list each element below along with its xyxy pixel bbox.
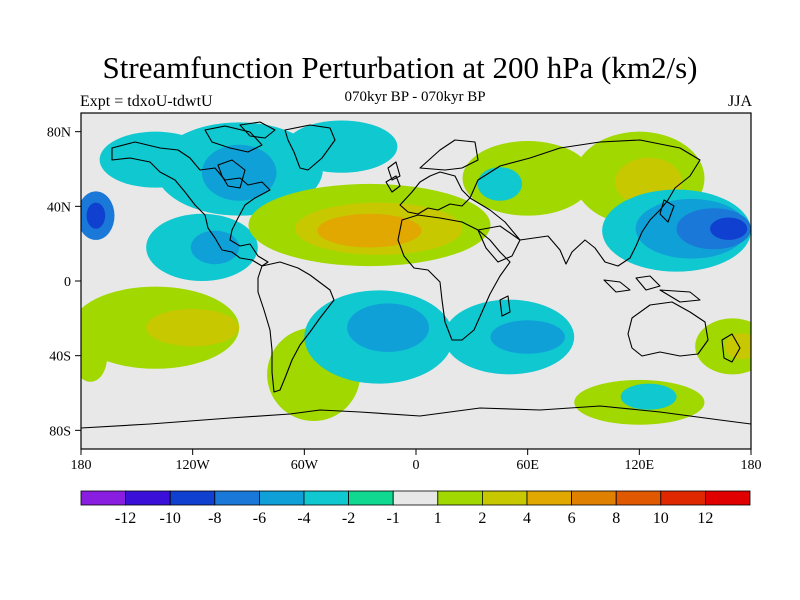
colorbar-swatch: [705, 490, 751, 506]
colorbar-label: 6: [568, 510, 576, 527]
field-blob: [724, 333, 751, 360]
lat-tick-label: 80S: [49, 424, 71, 439]
colorbar-swatch: [348, 490, 394, 506]
colorbar-swatch: [526, 490, 572, 506]
colorbar-swatch: [125, 490, 171, 506]
lat-tick-label: 80N: [47, 126, 71, 141]
lat-tick-label: 40S: [49, 350, 71, 365]
colorbar-swatch: [660, 490, 706, 506]
colorbar-swatch: [481, 490, 528, 506]
colorbar-swatch: [258, 490, 305, 506]
lon-tick-label: 120W: [176, 458, 211, 473]
colorbar: -12 -10 -8 -6 -4 -2 -1 1 2 4 6 8 10 12: [80, 490, 751, 527]
field-blob: [490, 320, 565, 354]
lon-axis: 180 120W 60W 0 60E 120E 180: [71, 449, 762, 473]
lat-axis: 80N 40N 0 40S 80S: [47, 126, 81, 439]
field-blob: [86, 202, 106, 229]
lon-tick-label: 60W: [291, 458, 319, 473]
field-blob: [285, 120, 398, 173]
field-blob: [190, 230, 240, 265]
experiment-label: Expt = tdxoU-tdwtU: [80, 93, 213, 110]
lon-tick-label: 180: [71, 458, 92, 473]
lon-tick-label: 120E: [625, 458, 655, 473]
colorbar-label: 2: [478, 510, 486, 527]
lon-tick-label: 0: [413, 458, 420, 473]
field-blob: [146, 309, 240, 347]
colorbar-label: -6: [253, 510, 266, 527]
colorbar-swatch: [437, 490, 483, 506]
colorbar-label: 1: [434, 510, 442, 527]
colorbar-label: -2: [342, 510, 355, 527]
colorbar-swatch: [392, 490, 439, 506]
lat-tick-label: 40N: [47, 200, 71, 215]
colorbar-label: -10: [160, 510, 181, 527]
chart-title: Streamfunction Perturbation at 200 hPa (…: [102, 50, 698, 85]
colorbar-label: -8: [208, 510, 221, 527]
colorbar-label: 8: [612, 510, 620, 527]
colorbar-label: 12: [697, 510, 713, 527]
colorbar-label: 4: [523, 510, 531, 527]
season-label: JJA: [727, 93, 752, 110]
lat-tick-label: 0: [64, 275, 71, 290]
colorbar-label: -4: [297, 510, 310, 527]
field-blob: [317, 213, 422, 248]
field-blob: [477, 167, 523, 201]
colorbar-swatch: [214, 490, 260, 506]
period-subtitle: 070kyr BP - 070kyr BP: [344, 89, 486, 105]
colorbar-label: -12: [115, 510, 136, 527]
field-blob: [201, 144, 277, 201]
field-blob: [347, 303, 430, 352]
colorbar-label: -1: [387, 510, 400, 527]
colorbar-swatch: [615, 490, 662, 506]
colorbar-swatch: [571, 490, 617, 506]
field-blob: [620, 383, 677, 410]
field-blob: [710, 217, 748, 240]
colorbar-swatch: [80, 490, 126, 506]
lon-tick-label: 180: [741, 458, 762, 473]
colorbar-swatch: [169, 490, 216, 506]
coastlines: [81, 121, 751, 429]
colorbar-label: 10: [653, 510, 669, 527]
streamfunction-field: [81, 120, 751, 425]
colorbar-swatch: [303, 490, 349, 506]
lon-tick-label: 60E: [516, 458, 539, 473]
